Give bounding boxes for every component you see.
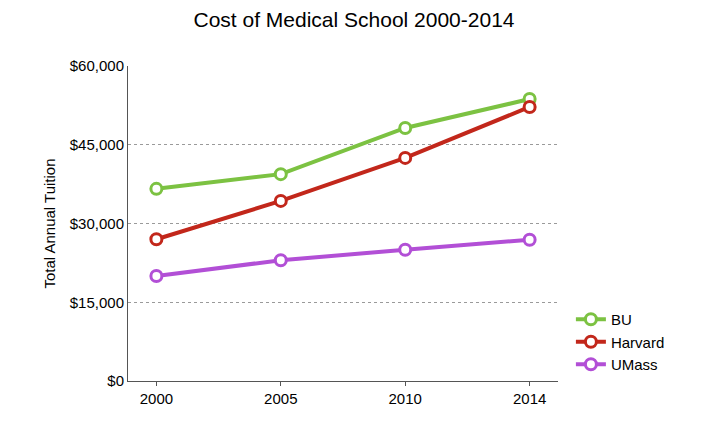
svg-text:2005: 2005	[264, 390, 297, 407]
svg-text:2000: 2000	[140, 390, 173, 407]
svg-text:2014: 2014	[513, 390, 546, 407]
svg-text:2010: 2010	[389, 390, 422, 407]
svg-text:Harvard: Harvard	[611, 334, 664, 351]
svg-text:BU: BU	[611, 311, 632, 328]
svg-text:$0: $0	[107, 372, 124, 389]
svg-text:Total Annual Tuition: Total Annual Tuition	[41, 158, 58, 288]
svg-text:Cost of Medical School 2000-20: Cost of Medical School 2000-2014	[193, 8, 514, 31]
svg-text:$30,000: $30,000	[70, 215, 124, 232]
svg-text:$60,000: $60,000	[70, 57, 124, 74]
svg-text:UMass: UMass	[611, 356, 658, 373]
svg-text:$15,000: $15,000	[70, 294, 124, 311]
svg-text:$45,000: $45,000	[70, 136, 124, 153]
